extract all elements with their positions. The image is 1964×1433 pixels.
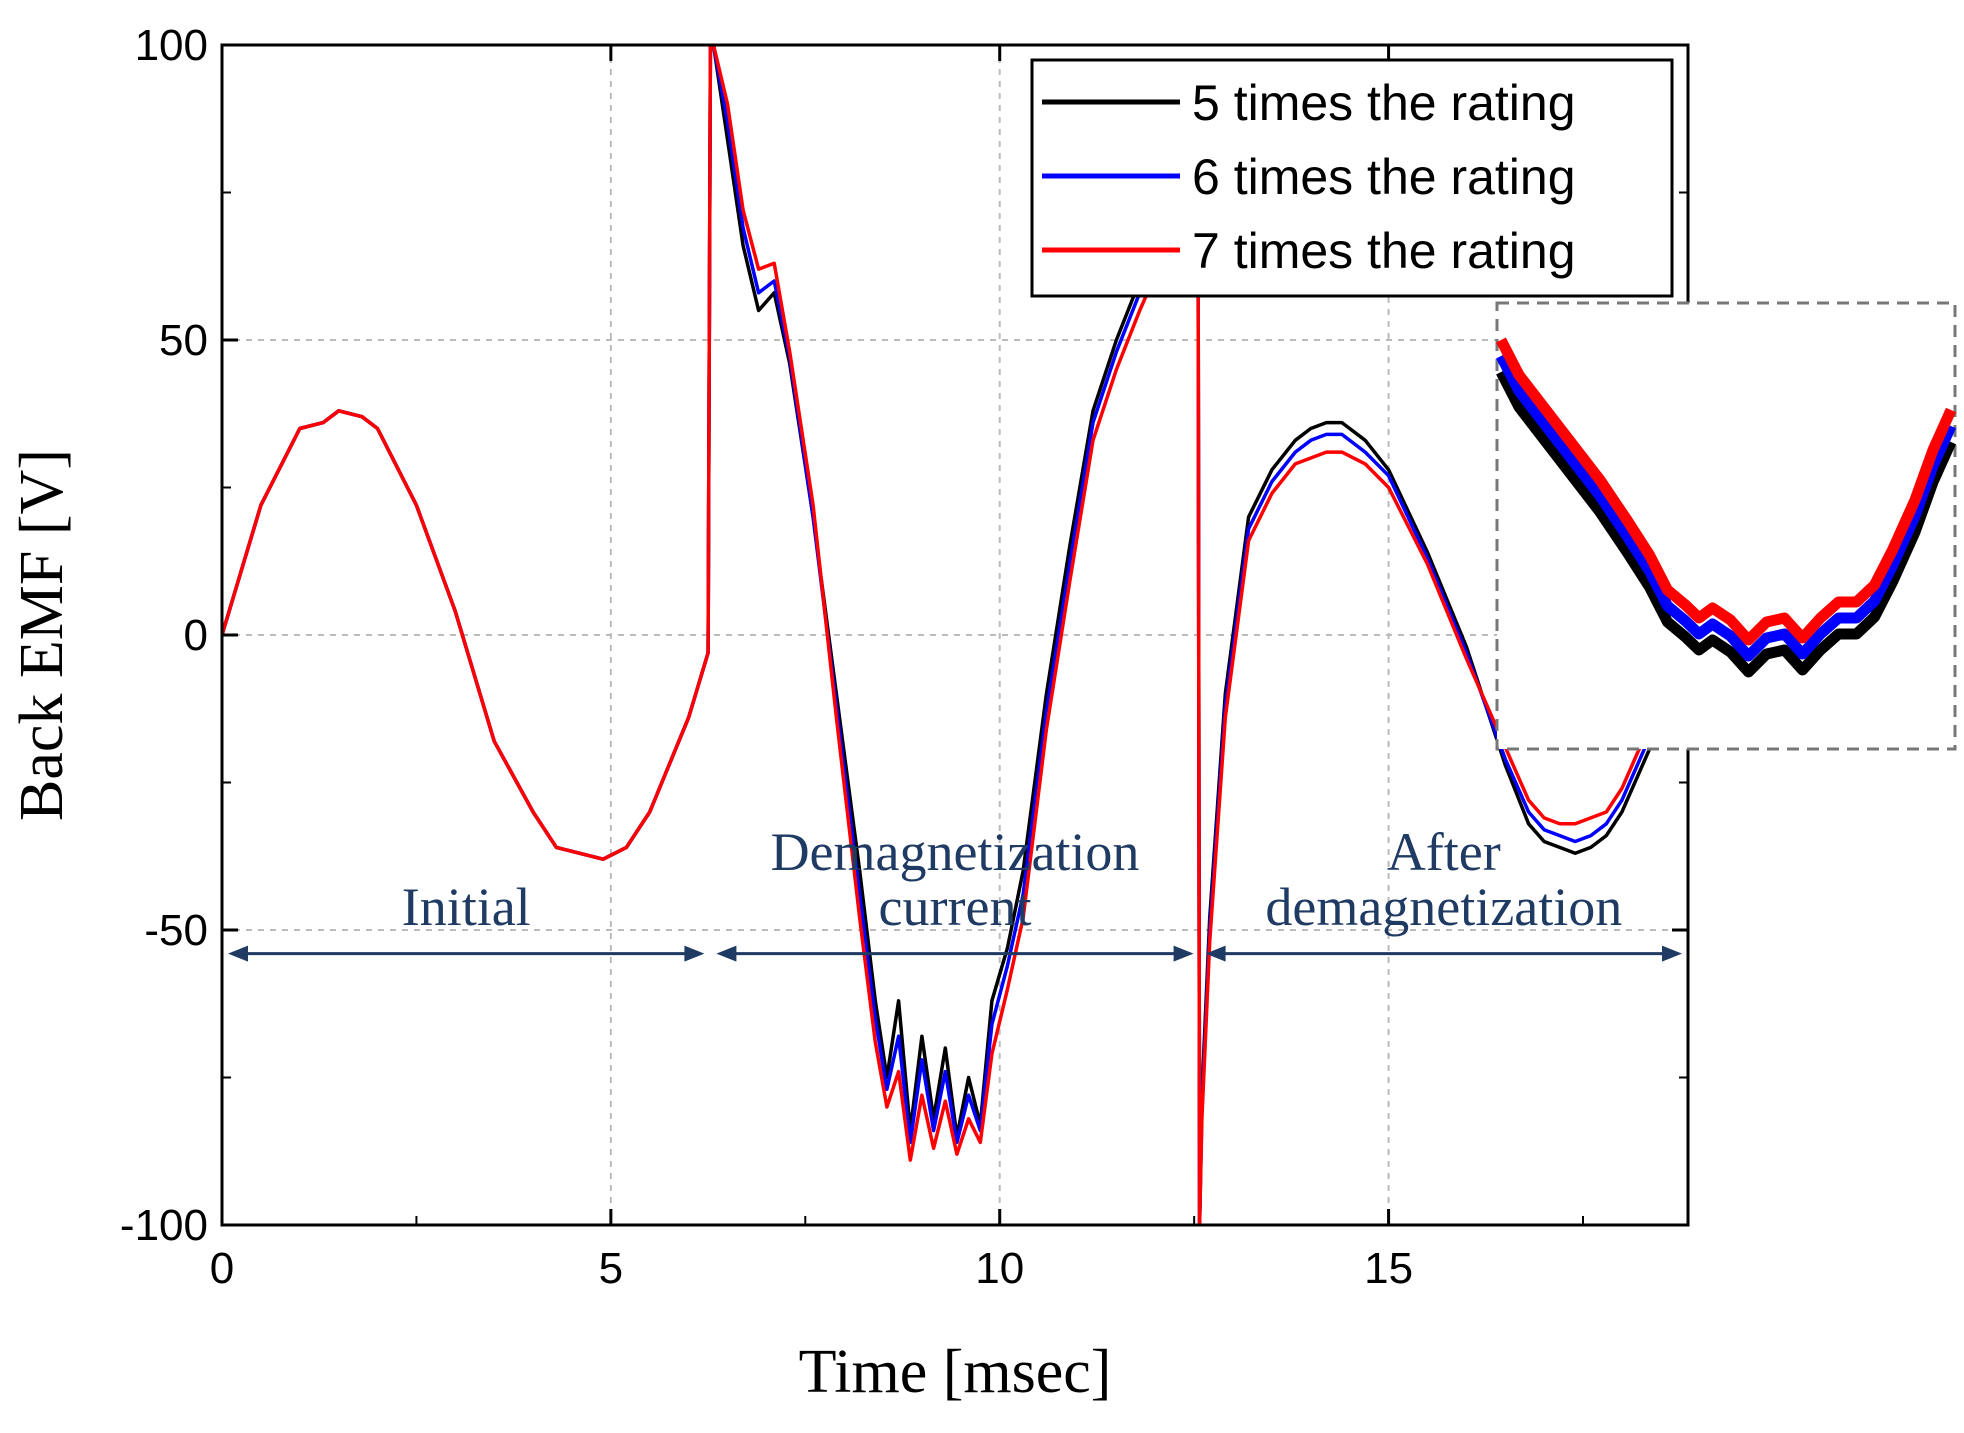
annotation-initial: Initial	[402, 877, 531, 937]
legend-label-6x: 6 times the rating	[1192, 149, 1576, 205]
inset-curve-5x	[1496, 369, 1957, 678]
x-tick-label: 0	[210, 1244, 234, 1293]
ticks: 0 5 10 15 100 50 0 -50 -100	[120, 21, 1688, 1293]
region-arrow-head-right	[684, 945, 705, 962]
annotation-current: current	[879, 877, 1032, 937]
series-line-7x	[222, 45, 1688, 1225]
x-tick-label: 15	[1364, 1244, 1413, 1293]
region-annotations: Initial Demagnetization current After de…	[228, 822, 1682, 962]
inset-box	[1495, 301, 1957, 751]
y-tick-label: 0	[184, 611, 208, 660]
x-axis-title: Time [msec]	[799, 1338, 1112, 1406]
region-arrow-head-left	[716, 945, 737, 962]
y-tick-label: 50	[159, 316, 208, 365]
annotation-after: After	[1387, 822, 1501, 882]
y-axis-title: Back EMF [V]	[8, 449, 76, 821]
region-arrow-head-left	[228, 945, 248, 962]
annotation-after-demagnetization: demagnetization	[1265, 877, 1622, 937]
inset-curve-6x	[1496, 353, 1957, 662]
grid-lines	[222, 45, 1688, 1225]
series-layer	[222, 45, 1688, 1225]
y-tick-label: 100	[135, 21, 208, 70]
annotation-demagnetization: Demagnetization	[771, 822, 1140, 882]
y-tick-label: -100	[120, 1201, 208, 1250]
region-arrow-head-right	[1173, 945, 1194, 962]
legend-label-5x: 5 times the rating	[1192, 75, 1576, 131]
legend-label-7x: 7 times the rating	[1192, 223, 1576, 279]
x-tick-label: 5	[599, 1244, 623, 1293]
inset-curve-7x	[1496, 337, 1957, 646]
region-arrow-head-right	[1662, 945, 1682, 962]
y-tick-label: -50	[144, 906, 208, 955]
inset-curves	[1496, 337, 1957, 678]
region-arrow-head-left	[1205, 945, 1226, 962]
legend: 5 times the rating 6 times the rating 7 …	[1030, 58, 1674, 298]
zoom-inset	[1495, 301, 1957, 751]
x-tick-label: 10	[975, 1244, 1024, 1293]
